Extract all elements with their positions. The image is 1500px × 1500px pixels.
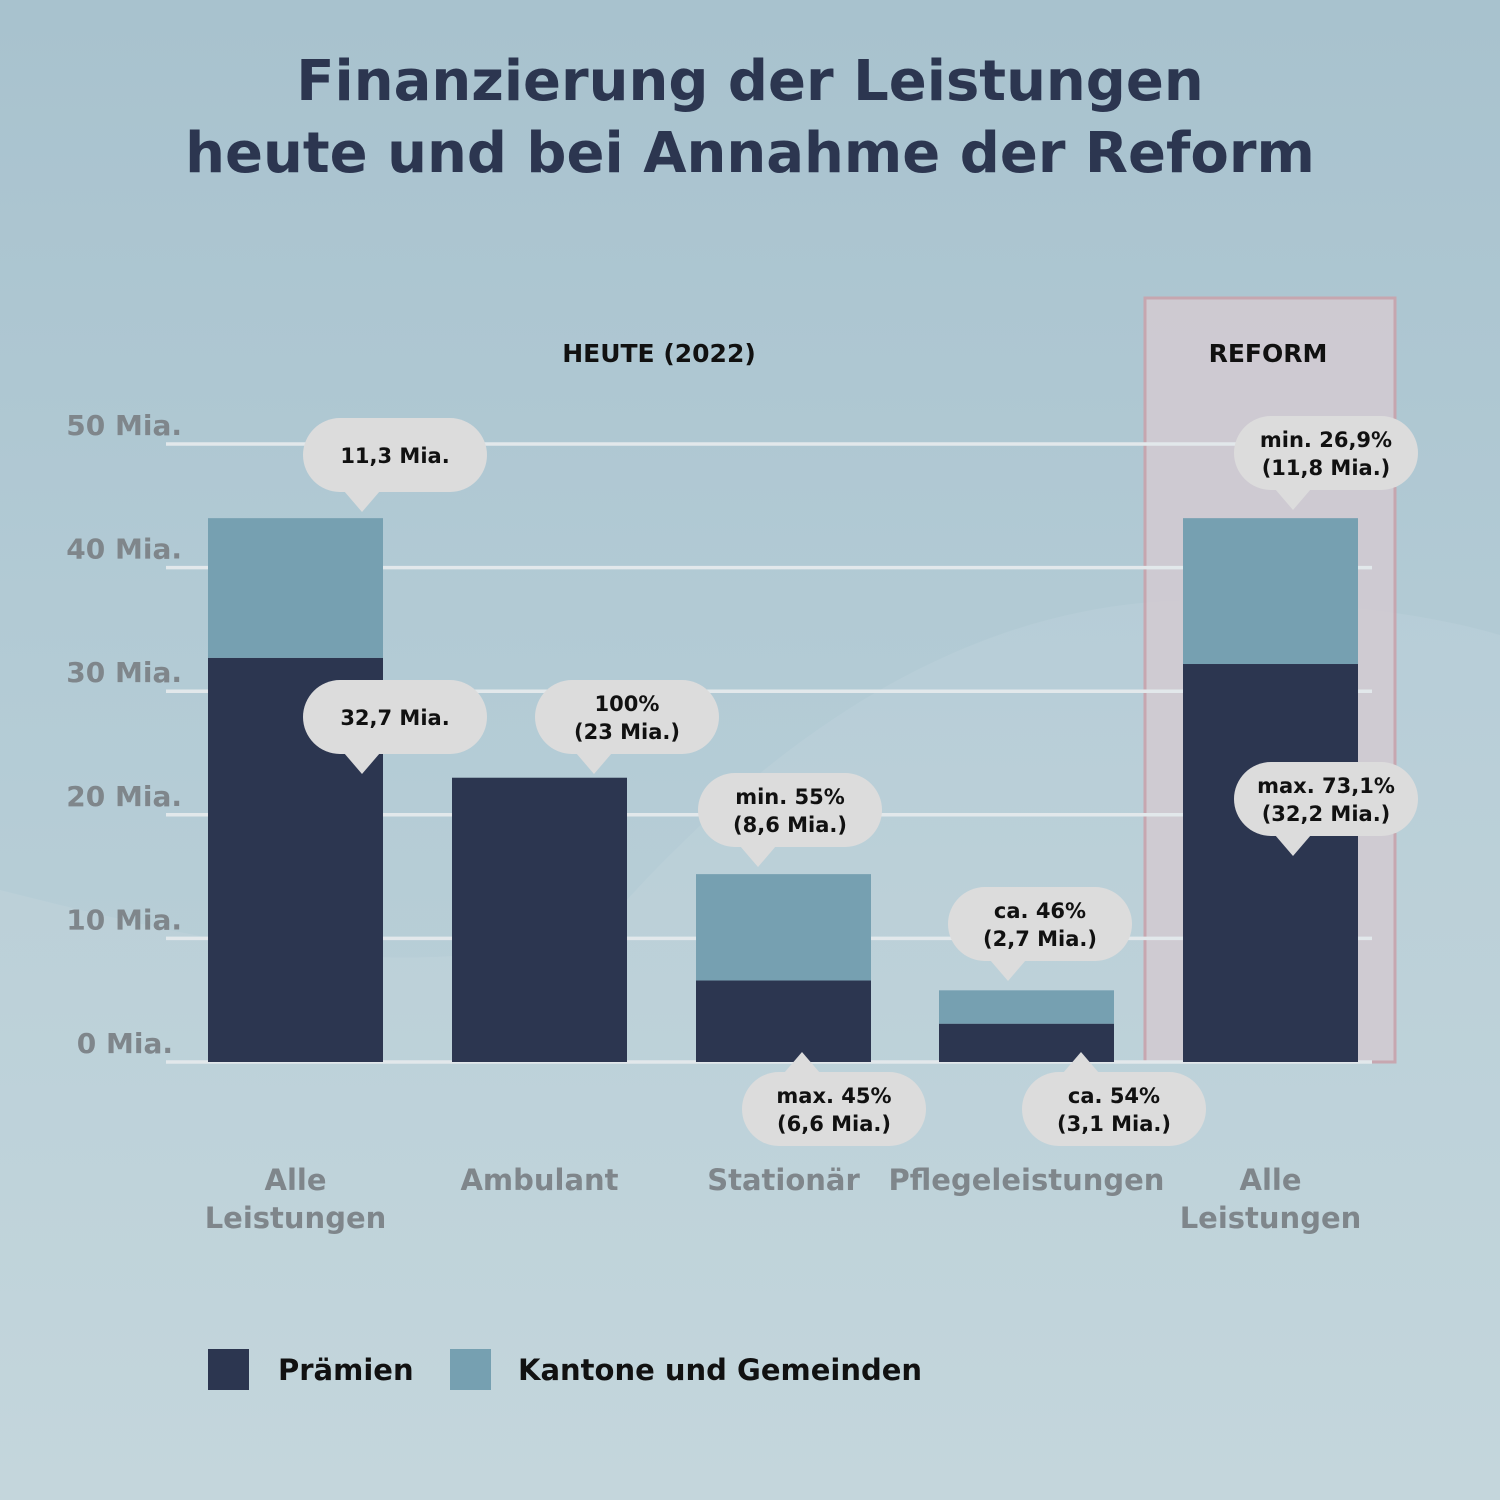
callout-pointer — [344, 753, 380, 774]
legend-label: Kantone und Gemeinden — [518, 1353, 922, 1387]
callout-bubble — [742, 1072, 926, 1146]
bar-praemien — [696, 980, 871, 1062]
callout-pointer — [1063, 1052, 1099, 1073]
callout-bubble — [303, 680, 487, 754]
callout: 11,3 Mia. — [303, 418, 487, 512]
y-tick-label: 40 Mia. — [66, 533, 182, 566]
y-tick-label: 20 Mia. — [66, 780, 182, 813]
x-category-label: Pflegeleistungen — [889, 1163, 1165, 1197]
y-tick-label: 50 Mia. — [66, 409, 182, 442]
callout: min. 55% (8,6 Mia.) — [698, 773, 882, 867]
callout: max. 45% (6,6 Mia.) — [742, 1052, 926, 1146]
callout-bubble — [303, 418, 487, 492]
x-category-label: Ambulant — [460, 1163, 618, 1197]
bar-kantone — [696, 874, 871, 981]
callout-text: min. 55% — [735, 785, 845, 809]
legend-label: Prämien — [278, 1353, 414, 1387]
callout-bubble — [948, 887, 1132, 961]
callout-text: (3,1 Mia.) — [1057, 1112, 1171, 1136]
callout-pointer — [1275, 489, 1311, 510]
callout-bubble — [1234, 762, 1418, 836]
bar-kantone — [208, 518, 383, 658]
callout-text: ca. 54% — [1068, 1084, 1160, 1108]
callout: ca. 46% (2,7 Mia.) — [948, 887, 1132, 981]
callout-pointer — [576, 753, 612, 774]
callout-pointer — [784, 1052, 820, 1073]
x-category-label: Leistungen — [205, 1201, 387, 1235]
callout-text: (23 Mia.) — [574, 720, 680, 744]
legend-swatch — [450, 1349, 491, 1390]
x-category-label: Alle — [265, 1163, 327, 1197]
callout-text: ca. 46% — [994, 899, 1086, 923]
callout: 32,7 Mia. — [303, 680, 487, 774]
callout-text: (2,7 Mia.) — [983, 927, 1097, 951]
callout-text: max. 45% — [776, 1084, 891, 1108]
callout: 100% (23 Mia.) — [535, 680, 719, 774]
callout-bubble — [1022, 1072, 1206, 1146]
callout-text: 11,3 Mia. — [340, 444, 449, 468]
chart-title: heute und bei Annahme der Reform — [185, 121, 1315, 186]
callout-pointer — [990, 960, 1026, 981]
callout-text: (11,8 Mia.) — [1262, 456, 1391, 480]
y-tick-label: 30 Mia. — [66, 656, 182, 689]
legend-swatch — [208, 1349, 249, 1390]
bar-kantone — [1183, 518, 1358, 665]
y-tick-label: 0 Mia. — [77, 1027, 173, 1060]
callout-text: 100% — [595, 692, 660, 716]
bar-praemien — [452, 777, 627, 1062]
callout-text: (32,2 Mia.) — [1262, 802, 1391, 826]
x-category-label: Alle — [1240, 1163, 1302, 1197]
callout-pointer — [740, 846, 776, 867]
callout-pointer — [1275, 835, 1311, 856]
y-tick-label: 10 Mia. — [66, 903, 182, 936]
bar-praemien — [1183, 664, 1358, 1062]
callout-bubble — [698, 773, 882, 847]
callout: max. 73,1% (32,2 Mia.) — [1234, 762, 1418, 856]
bar-kantone — [939, 990, 1114, 1024]
x-category-label: Stationär — [707, 1163, 860, 1197]
callout-text: (8,6 Mia.) — [733, 813, 847, 837]
group-label-heute: HEUTE (2022) — [562, 339, 756, 368]
chart-title: Finanzierung der Leistungen — [296, 49, 1203, 114]
callout-pointer — [344, 491, 380, 512]
callout-text: min. 26,9% — [1260, 428, 1392, 452]
callout-text: (6,6 Mia.) — [777, 1112, 891, 1136]
callout-text: max. 73,1% — [1257, 774, 1395, 798]
callout: ca. 54% (3,1 Mia.) — [1022, 1052, 1206, 1146]
callout-text: 32,7 Mia. — [340, 706, 449, 730]
callout-bubble — [1234, 416, 1418, 490]
callout: min. 26,9% (11,8 Mia.) — [1234, 416, 1418, 510]
group-label-reform: REFORM — [1209, 339, 1328, 368]
x-category-label: Leistungen — [1180, 1201, 1362, 1235]
bar-praemien — [939, 1023, 1114, 1062]
callout-bubble — [535, 680, 719, 754]
